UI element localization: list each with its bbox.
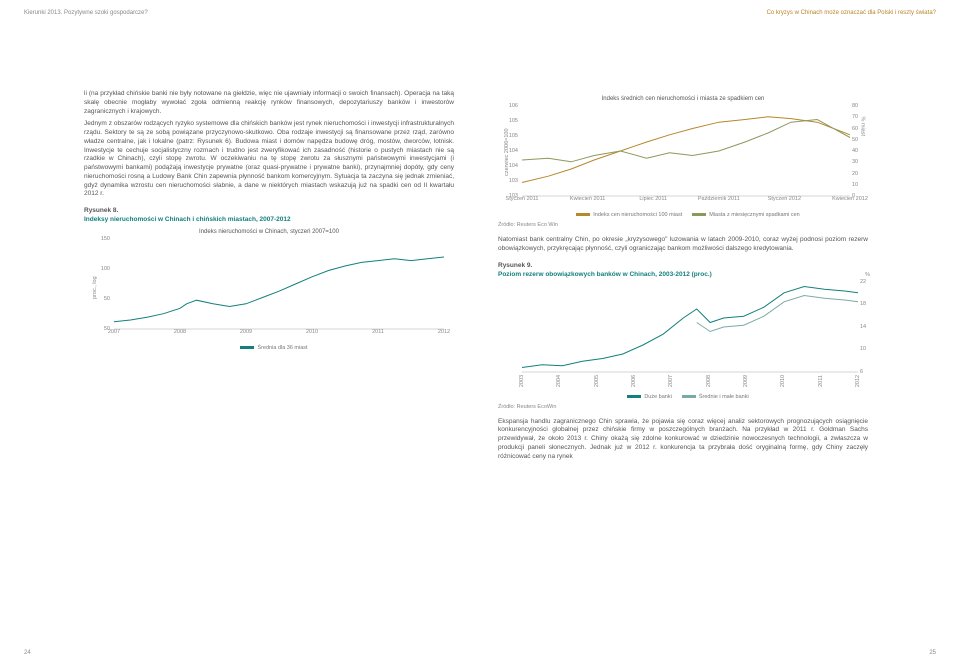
chart8b-title: Indeks średnich cen nieruchomości i mias… <box>498 96 868 102</box>
header-left: Kierunki 2013. Pozytywne szoki gospodarc… <box>24 10 148 16</box>
chart9-x-ticks: 2003200420052006200720082009201020112012 <box>522 372 858 388</box>
chart8b-legend: Indeks cen nieruchomości 100 miastMiasta… <box>498 212 868 218</box>
paragraph-3: Natomiast bank centralny Chin, po okresi… <box>498 236 868 254</box>
figure9-label: Rysunek 9. <box>498 262 868 269</box>
paragraph-4: Ekspansja handlu zagranicznego Chin spra… <box>498 418 868 462</box>
figure9-title: Poziom rezerw obowiązkowych banków w Chi… <box>498 271 868 278</box>
chart9-source: Źródło: Reuters EcoWin <box>498 404 868 410</box>
chart8a-legend: Średnia dla 36 miast <box>84 345 454 351</box>
header-right: Co kryzys w Chinach może oznaczać dla Po… <box>767 10 936 16</box>
chart8b-x-ticks: Styczeń 2011Kwiecień 2011Lipiec 2011Paźd… <box>522 196 850 206</box>
chart9: %221814106 <box>522 282 858 372</box>
paragraph-1: li (na przykład chińskie banki nie były … <box>84 90 454 116</box>
chart8b-source: Źródło: Reuters Eco Win <box>498 222 868 228</box>
chart8b: czerwiec 2006=100 % miast 10610510510410… <box>522 106 850 196</box>
chart8a: proc., log 1501005050 <box>114 239 444 329</box>
figure8-title: Indeksy nieruchomości w Chinach i chińsk… <box>84 216 454 223</box>
chart8a-x-ticks: 200720082009201020112012 <box>114 329 444 339</box>
left-column: li (na przykład chińskie banki nie były … <box>84 90 454 351</box>
chart8a-title: Indeks nieruchomości w Chinach, styczeń … <box>84 229 454 235</box>
page-number-right: 25 <box>929 650 936 656</box>
paragraph-2: Jednym z obszarów rodzących ryzyko syste… <box>84 120 454 199</box>
figure8-label: Rysunek 8. <box>84 207 454 214</box>
page-number-left: 24 <box>24 650 31 656</box>
chart9-legend: Duże bankiŚrednie i małe banki <box>498 394 868 400</box>
right-column: Indeks średnich cen nieruchomości i mias… <box>498 90 868 465</box>
